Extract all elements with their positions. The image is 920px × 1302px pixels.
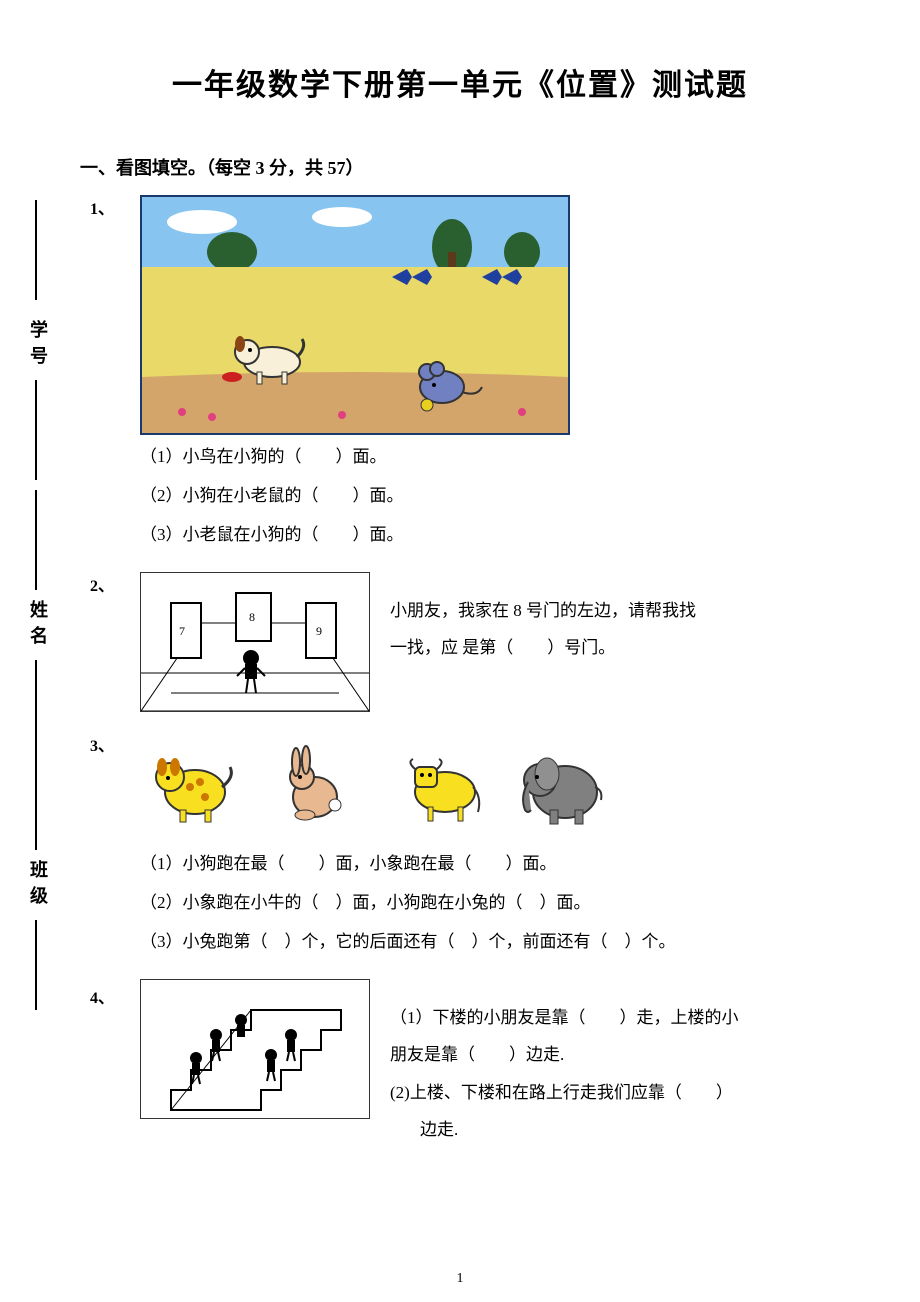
line-segment (35, 660, 37, 760)
q4-text1: （1）下楼的小朋友是靠（ ）走，上楼的小 (390, 999, 840, 1036)
section-header: 一、看图填空。（每空 3 分，共 57） (80, 154, 840, 180)
page-number: 1 (457, 1271, 464, 1287)
q2-text1: 小朋友，我家在 8 号门的左边，请帮我找 (390, 592, 840, 629)
line-segment (35, 490, 37, 590)
q2-text2: 一找，应 是第（ ）号门。 (390, 629, 840, 666)
question-3: 3、 (80, 732, 840, 959)
line-segment (35, 760, 37, 850)
svg-text:7: 7 (179, 624, 185, 638)
q2-number: 2、 (90, 572, 114, 596)
q4-text2: 朋友是靠（ ）边走. (390, 1036, 840, 1073)
question-4: 4、 (80, 979, 840, 1149)
q1-image (140, 195, 570, 435)
q1-number: 1、 (90, 195, 114, 219)
line-segment (35, 920, 37, 1010)
line-segment (35, 200, 37, 300)
student-id-label: 学号 (25, 320, 51, 372)
question-2: 2、 7 8 9 (80, 572, 840, 712)
page-title: 一年级数学下册第一单元《位置》测试题 (80, 60, 840, 104)
q3-number: 3、 (90, 732, 114, 756)
q3-sub3: （3）小兔跑第（ ）个，它的后面还有（ ）个，前面还有（ ）个。 (140, 925, 840, 959)
svg-text:8: 8 (249, 610, 255, 624)
q3-sub1: （1）小狗跑在最（ ）面，小象跑在最（ ）面。 (140, 847, 840, 881)
line-segment (35, 380, 37, 480)
svg-text:9: 9 (316, 624, 322, 638)
q3-sub2: （2）小象跑在小牛的（ ）面，小狗跑在小兔的（ ）面。 (140, 886, 840, 920)
q4-number: 4、 (90, 984, 114, 1008)
question-1: 1、 (80, 195, 840, 552)
name-label: 姓名 (25, 600, 51, 652)
q4-text3: (2)上楼、下楼和在路上行走我们应靠（ ） (390, 1074, 840, 1111)
q1-sub3: （3）小老鼠在小狗的（ ）面。 (140, 518, 840, 552)
q3-image (140, 732, 620, 842)
q1-sub2: （2）小狗在小老鼠的（ ）面。 (140, 479, 840, 513)
class-label: 班级 (25, 860, 51, 912)
q4-text4: 边走. (390, 1111, 840, 1148)
q4-image (140, 979, 370, 1119)
q2-image: 7 8 9 (140, 572, 370, 712)
q1-sub1: （1）小鸟在小狗的（ ）面。 (140, 440, 840, 474)
